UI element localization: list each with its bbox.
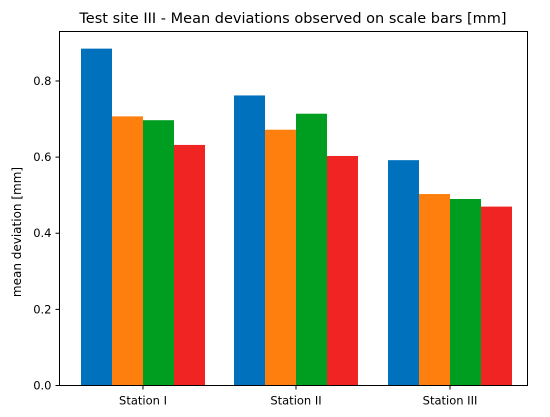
bar-series-3-station-iii — [450, 198, 481, 386]
y-axis-ticks: 0.0 0.2 0.4 0.6 0.8 — [33, 74, 60, 393]
y-tick-label: 0.6 — [33, 150, 51, 164]
y-tick-label: 0.2 — [33, 302, 51, 316]
bar-series-2-station-iii — [419, 194, 450, 386]
x-tick-label: Station II — [270, 394, 321, 408]
chart-title: Test site III - Mean deviations observed… — [78, 11, 506, 27]
y-axis-label: mean deviation [mm] — [10, 167, 24, 297]
plot-frame — [59, 31, 528, 386]
bar-series-4-station-ii — [327, 155, 358, 386]
bar-series-1-station-ii — [234, 95, 265, 386]
bar-series-1-station-iii — [388, 160, 419, 386]
bar-series-4-station-iii — [481, 206, 512, 386]
x-axis-ticks: Station I Station II Station III — [119, 385, 478, 408]
bar-series-3-station-ii — [296, 113, 327, 386]
x-tick-label: Station III — [423, 394, 478, 408]
bar-series-2-station-ii — [265, 129, 296, 386]
bar-series-4-station-i — [174, 144, 205, 386]
x-tick-label: Station I — [119, 394, 167, 408]
bar-series-1-station-i — [81, 48, 112, 386]
bar-series-3-station-i — [143, 120, 174, 386]
y-tick-label: 0.0 — [33, 379, 51, 393]
bars-layer — [81, 48, 512, 386]
y-tick-label: 0.8 — [33, 74, 51, 88]
bar-series-2-station-i — [112, 116, 143, 386]
y-tick-label: 0.4 — [33, 226, 51, 240]
